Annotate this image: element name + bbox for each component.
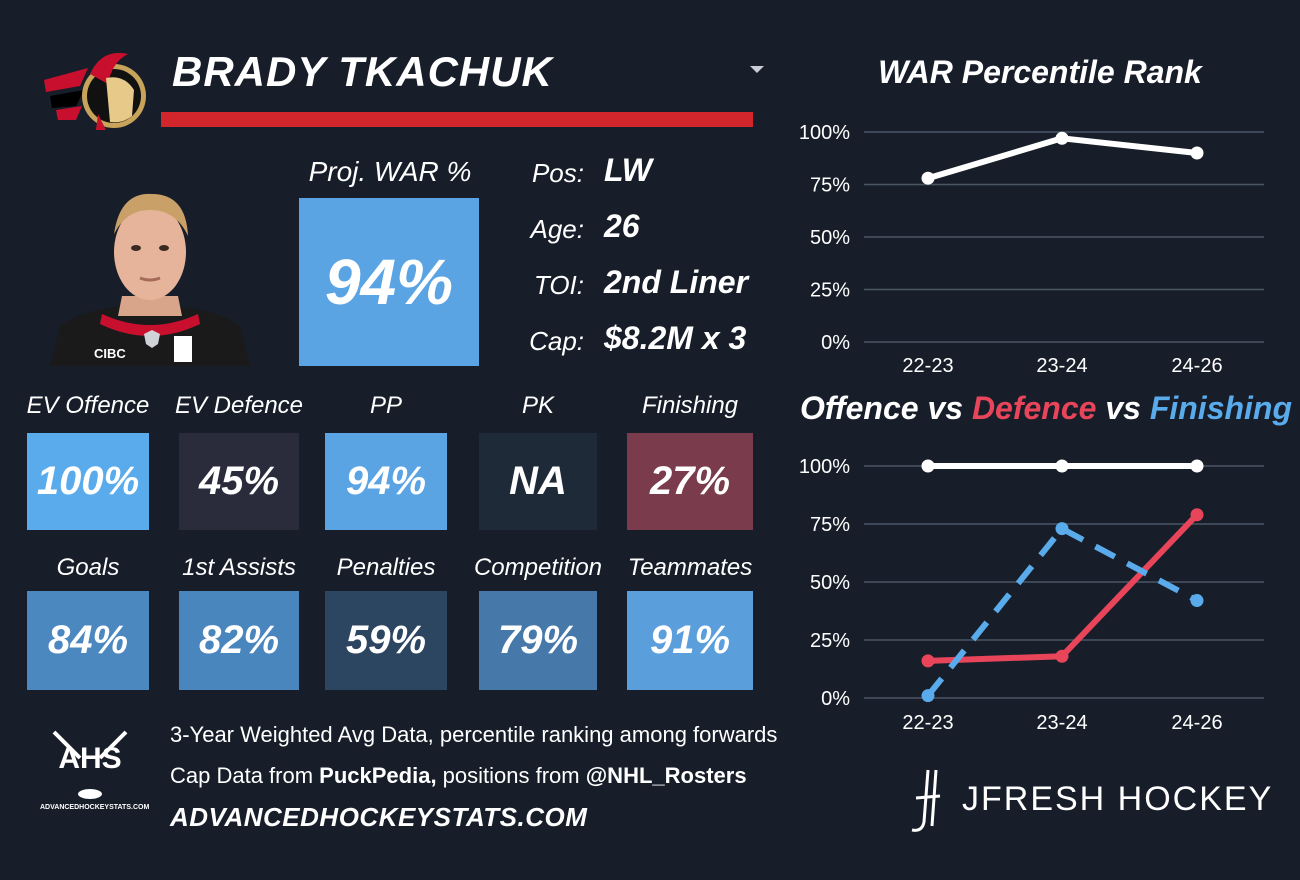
data-point-0-0	[921, 171, 935, 185]
x-tick-label: 23-24	[1036, 712, 1087, 734]
player-photo: CIBC	[50, 186, 250, 366]
y-tick-label: 0%	[821, 688, 850, 710]
tile-label-2-4: Teammates	[627, 554, 753, 581]
info-label-0: Pos:	[531, 158, 584, 188]
ahs-logo-text: AHS	[58, 742, 122, 775]
tile-value-1-2: 94%	[345, 459, 427, 503]
x-tick-label: 23-24	[1036, 355, 1087, 377]
tile-label-2-3: Competition	[473, 554, 603, 581]
tile-label-1-4: Finishing	[641, 392, 739, 419]
stat-tile-2-1: 82%	[179, 591, 299, 690]
stat-tile-1-1: 45%	[179, 433, 299, 530]
info-label-2: TOI:	[533, 270, 584, 300]
tile-label-2-1: 1st Assists	[182, 554, 296, 581]
tile-label-1-3: PK	[521, 392, 554, 419]
proj-war-tile: 94%	[299, 198, 479, 366]
data-point-defence-2	[1190, 508, 1204, 522]
title-underline	[161, 112, 753, 127]
stat-tile-1-4: 27%	[627, 433, 753, 530]
jersey-sponsor: CIBC	[94, 346, 126, 361]
tile-value-2-3: 79%	[497, 618, 579, 662]
ovd-title-part-2: Defence	[971, 390, 1097, 426]
data-point-0-2	[1190, 146, 1204, 160]
y-tick-label: 50%	[810, 227, 850, 249]
x-tick-label: 24-26	[1171, 712, 1222, 734]
info-value-3: $8.2M x 3	[604, 320, 747, 356]
info-label-1: Age:	[530, 214, 585, 244]
y-tick-label: 100%	[799, 456, 850, 478]
y-tick-label: 50%	[810, 572, 850, 594]
tile-value-2-0: 84%	[47, 618, 129, 662]
tile-label-1-1: EV Defence	[174, 392, 304, 419]
ovd-title-part-4: Finishing	[1149, 390, 1293, 426]
footer-site: ADVANCEDHOCKEYSTATS.COM	[170, 802, 588, 832]
x-tick-label: 24-26	[1171, 355, 1222, 377]
tile-value-1-4: 27%	[649, 459, 731, 503]
info-label-3: Cap:	[529, 326, 584, 356]
tile-value-2-2: 59%	[345, 618, 427, 662]
stat-tile-2-0: 84%	[27, 591, 149, 690]
ovd-title-part-1: vs	[918, 390, 972, 426]
footer-line-2-prefix: Cap Data from	[170, 763, 320, 788]
stat-tile-1-3: NA	[479, 433, 597, 530]
tile-label-1-0: EV Offence	[26, 392, 150, 419]
ahs-logo: AHS ADVANCEDHOCKEYSTATS.COM	[40, 728, 150, 818]
info-value-2: 2nd Liner	[604, 264, 749, 300]
footer-line-2-middle: positions from	[436, 763, 586, 788]
footer-line-1: 3-Year Weighted Avg Data, percentile ran…	[170, 722, 778, 747]
stat-tile-2-3: 79%	[479, 591, 597, 690]
stat-tile-2-2: 59%	[325, 591, 447, 690]
tile-label-1-2: PP	[369, 392, 402, 419]
footer-source: PuckPedia,	[319, 763, 437, 788]
ovd-title-part-0: Offence	[800, 390, 919, 426]
data-point-offence-0	[921, 459, 935, 473]
tile-value-2-4: 91%	[649, 618, 731, 662]
footer-handle: @NHL_Rosters	[585, 763, 747, 788]
proj-war-value: 94%	[324, 246, 454, 318]
stat-tile-2-4: 91%	[627, 591, 753, 690]
offence-defence-finishing-chart: 100% 75% 50% 25% 0% 22-23 23-24 24-26	[799, 456, 1264, 734]
ovd-chart-title: Offence vs Defence vs Finishing	[800, 390, 1292, 427]
data-point-defence-1	[1055, 649, 1069, 663]
stat-tile-1-2: 94%	[325, 433, 447, 530]
y-tick-label: 100%	[799, 122, 850, 144]
tile-value-1-0: 100%	[36, 459, 140, 503]
x-tick-label: 22-23	[902, 712, 953, 734]
player-dropdown-chevron-icon[interactable]	[750, 66, 764, 73]
data-point-finishing-1	[1055, 522, 1069, 536]
proj-war-label: Proj. WAR %	[308, 156, 472, 187]
data-point-finishing-0	[921, 689, 935, 703]
brand-name: JFRESH HOCKEY	[962, 780, 1274, 818]
ahs-logo-subtext: ADVANCEDHOCKEYSTATS.COM	[40, 804, 150, 811]
team-logo	[44, 52, 146, 130]
footer-line-2: Cap Data from PuckPedia, positions from …	[170, 763, 747, 789]
x-tick-label: 22-23	[902, 355, 953, 377]
y-tick-label: 0%	[821, 332, 850, 354]
data-point-offence-1	[1055, 459, 1069, 473]
info-value-0: LW	[604, 152, 652, 188]
stat-tile-1-0: 100%	[27, 433, 149, 530]
tile-label-2-2: Penalties	[336, 554, 436, 581]
data-point-defence-0	[921, 654, 935, 668]
ovd-title-part-3: vs	[1096, 390, 1150, 426]
tile-label-2-0: Goals	[56, 554, 120, 581]
tile-value-2-1: 82%	[198, 618, 280, 662]
tile-value-1-1: 45%	[198, 459, 280, 503]
y-tick-label: 75%	[810, 514, 850, 536]
y-tick-label: 25%	[810, 280, 850, 302]
y-tick-label: 25%	[810, 630, 850, 652]
data-point-offence-2	[1190, 459, 1204, 473]
y-tick-label: 75%	[810, 175, 850, 197]
war-percentile-chart: 100% 75% 50% 25% 0% 22-23 23-24 24-26	[799, 122, 1264, 377]
series-line-defence	[927, 512, 1200, 664]
data-point-finishing-2	[1190, 594, 1204, 608]
player-name: BRADY TKACHUK	[172, 48, 553, 95]
info-value-1: 26	[604, 208, 640, 244]
tile-value-1-3: NA	[509, 459, 567, 503]
war-chart-title: WAR Percentile Rank	[878, 54, 1202, 90]
data-point-0-1	[1055, 131, 1069, 145]
jfresh-logo-icon	[911, 769, 941, 832]
